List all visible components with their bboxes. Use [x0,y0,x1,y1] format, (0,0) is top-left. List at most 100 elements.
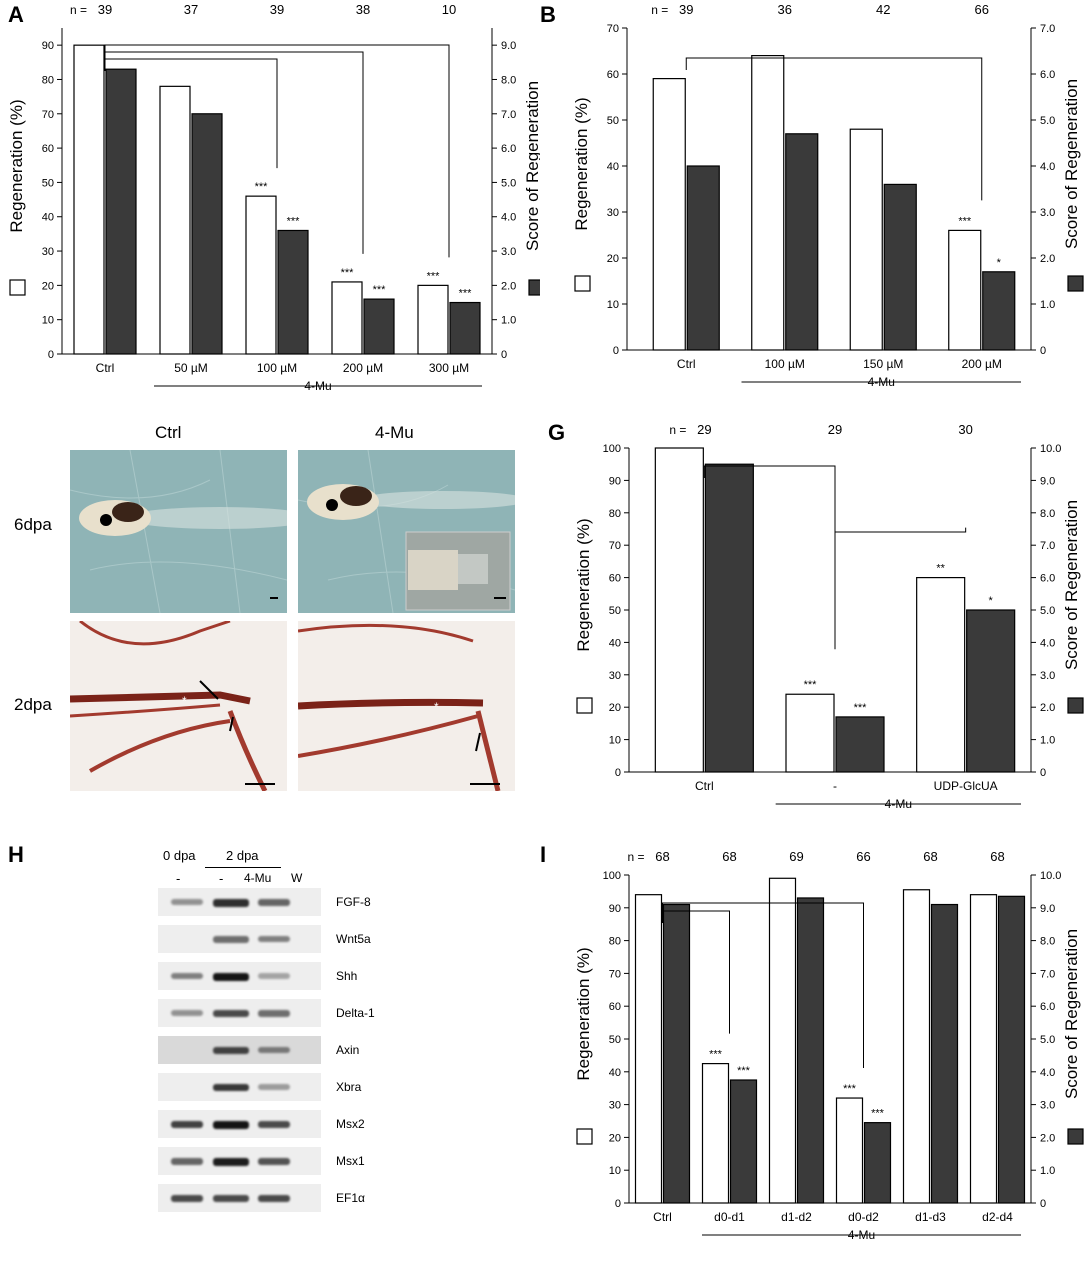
y-tick-label: 50 [609,605,621,617]
gel-band [213,1195,249,1202]
legend-filled-box [1067,1128,1084,1145]
comparison-bracket [104,44,450,258]
significance-label: *** [255,181,269,193]
y-tick-label: 30 [42,246,54,258]
y2-tick-label: 9.0 [501,40,516,52]
bar-regeneration [701,1063,730,1204]
legend-open-box [574,275,591,292]
bar-regeneration [245,195,277,355]
gel-row [158,1036,321,1064]
y2-tick-label: 0 [1040,767,1046,779]
chart-g: 0 10 20 30 40 50 60 70 80 90 100 0 1.0 2.0 3.0 4.0 5.0 6.… [574,422,1084,811]
y-tick-label: 60 [607,69,619,81]
y2-tick-label: 1.0 [501,315,516,327]
gel-band [258,1010,290,1017]
ctrl-column-label: Ctrl [155,423,182,442]
gel-gene-label: Msx1 [336,1154,365,1168]
y2-tick-label: 7.0 [501,109,516,121]
category-label: Ctrl [695,779,714,793]
y-tick-label: 10 [609,735,621,747]
y-tick-label: 0 [615,1198,621,1210]
legend-open-box [9,279,26,296]
gel-gene-label: Shh [336,969,358,983]
bar-score [883,183,917,351]
y-tick-label: 90 [42,40,54,52]
y-tick-label: 60 [609,1001,621,1013]
significance-label: *** [709,1049,723,1061]
panel-label-h: H [8,842,24,867]
group-label: 4-Mu [868,375,895,389]
y-tick-label: 0 [613,345,619,357]
group-label: 4-Mu [848,1228,875,1242]
n-label: 37 [184,2,198,17]
gel-row [158,999,321,1027]
category-label: d1-d3 [915,1210,946,1224]
gel-band [171,973,203,979]
y2-tick-label: 3.0 [501,246,516,258]
bar-score [982,271,1016,351]
y2-tick-label: 1.0 [1040,1165,1055,1177]
gel-gene-label: Msx2 [336,1117,365,1131]
y-tick-label: 10 [607,299,619,311]
y2-tick-label: 4.0 [1040,1067,1055,1079]
y-tick-label: 40 [609,637,621,649]
n-label: 66 [975,2,989,17]
gel-header-0dpa: 0 dpa [163,848,196,863]
bar-regeneration [948,229,982,351]
gel-band [171,899,203,905]
y2-axis-label: Score of Regeneration [1062,79,1081,249]
category-label: Ctrl [653,1210,672,1224]
y2-axis-label: Score of Regeneration [1062,500,1081,670]
y2-tick-label: 0 [501,349,507,361]
y-tick-label: 20 [609,702,621,714]
y2-tick-label: 8.0 [1040,936,1055,948]
y2-tick-label: 3.0 [1040,207,1055,219]
svg-text:*: * [434,700,439,714]
y2-tick-label: 4.0 [1040,637,1055,649]
y-tick-label: 60 [609,573,621,585]
y2-tick-label: 3.0 [1040,1100,1055,1112]
significance-label: ** [936,563,945,575]
bar-regeneration [652,77,686,351]
significance-label: * [989,595,994,607]
y2-axis-label: Score of Regeneration [523,81,540,251]
category-label: 200 µM [962,357,1002,371]
bar-regeneration [331,281,363,355]
bar-regeneration [159,85,191,355]
n-label: 29 [828,422,842,437]
category-label: 50 µM [174,361,208,375]
bar-regeneration [902,889,931,1204]
y2-tick-label: 7.0 [1040,540,1055,552]
gel-band [258,936,290,942]
significance-label: *** [854,702,868,714]
comparison-bracket [662,902,864,1069]
category-label: d0-d1 [714,1210,745,1224]
y-tick-label: 70 [607,23,619,35]
n-prefix-label: n = [651,3,668,17]
group-label: 4-Mu [885,797,912,811]
category-label: d0-d2 [848,1210,879,1224]
bar-score [449,301,481,355]
bar-score [105,68,137,355]
group-label: 4-Mu [304,379,331,393]
category-label: d2-d4 [982,1210,1013,1224]
y-tick-label: 10 [42,315,54,327]
y-tick-label: 50 [42,177,54,189]
y-tick-label: 100 [603,870,621,882]
category-label: 200 µM [343,361,383,375]
gel-gene-label: Delta-1 [336,1006,375,1020]
bar-regeneration [849,128,883,351]
n-prefix-label: n = [669,423,686,437]
y2-tick-label: 0 [1040,345,1046,357]
gel-band [258,1121,290,1128]
y-axis-label: Regeneration (%) [572,97,591,230]
gel-band [258,1158,290,1165]
gel-row [158,925,321,953]
y-tick-label: 50 [607,115,619,127]
n-label: 69 [789,849,803,864]
gel-row [158,1110,321,1138]
chart-a: 0 10 20 30 40 50 60 70 80 90 0 1.0 2.0 3.0 4.0 5.0 6.0 7.… [7,2,540,393]
gel-gene-label: Axin [336,1043,360,1057]
n-label: 68 [655,849,669,864]
y-tick-label: 40 [42,212,54,224]
